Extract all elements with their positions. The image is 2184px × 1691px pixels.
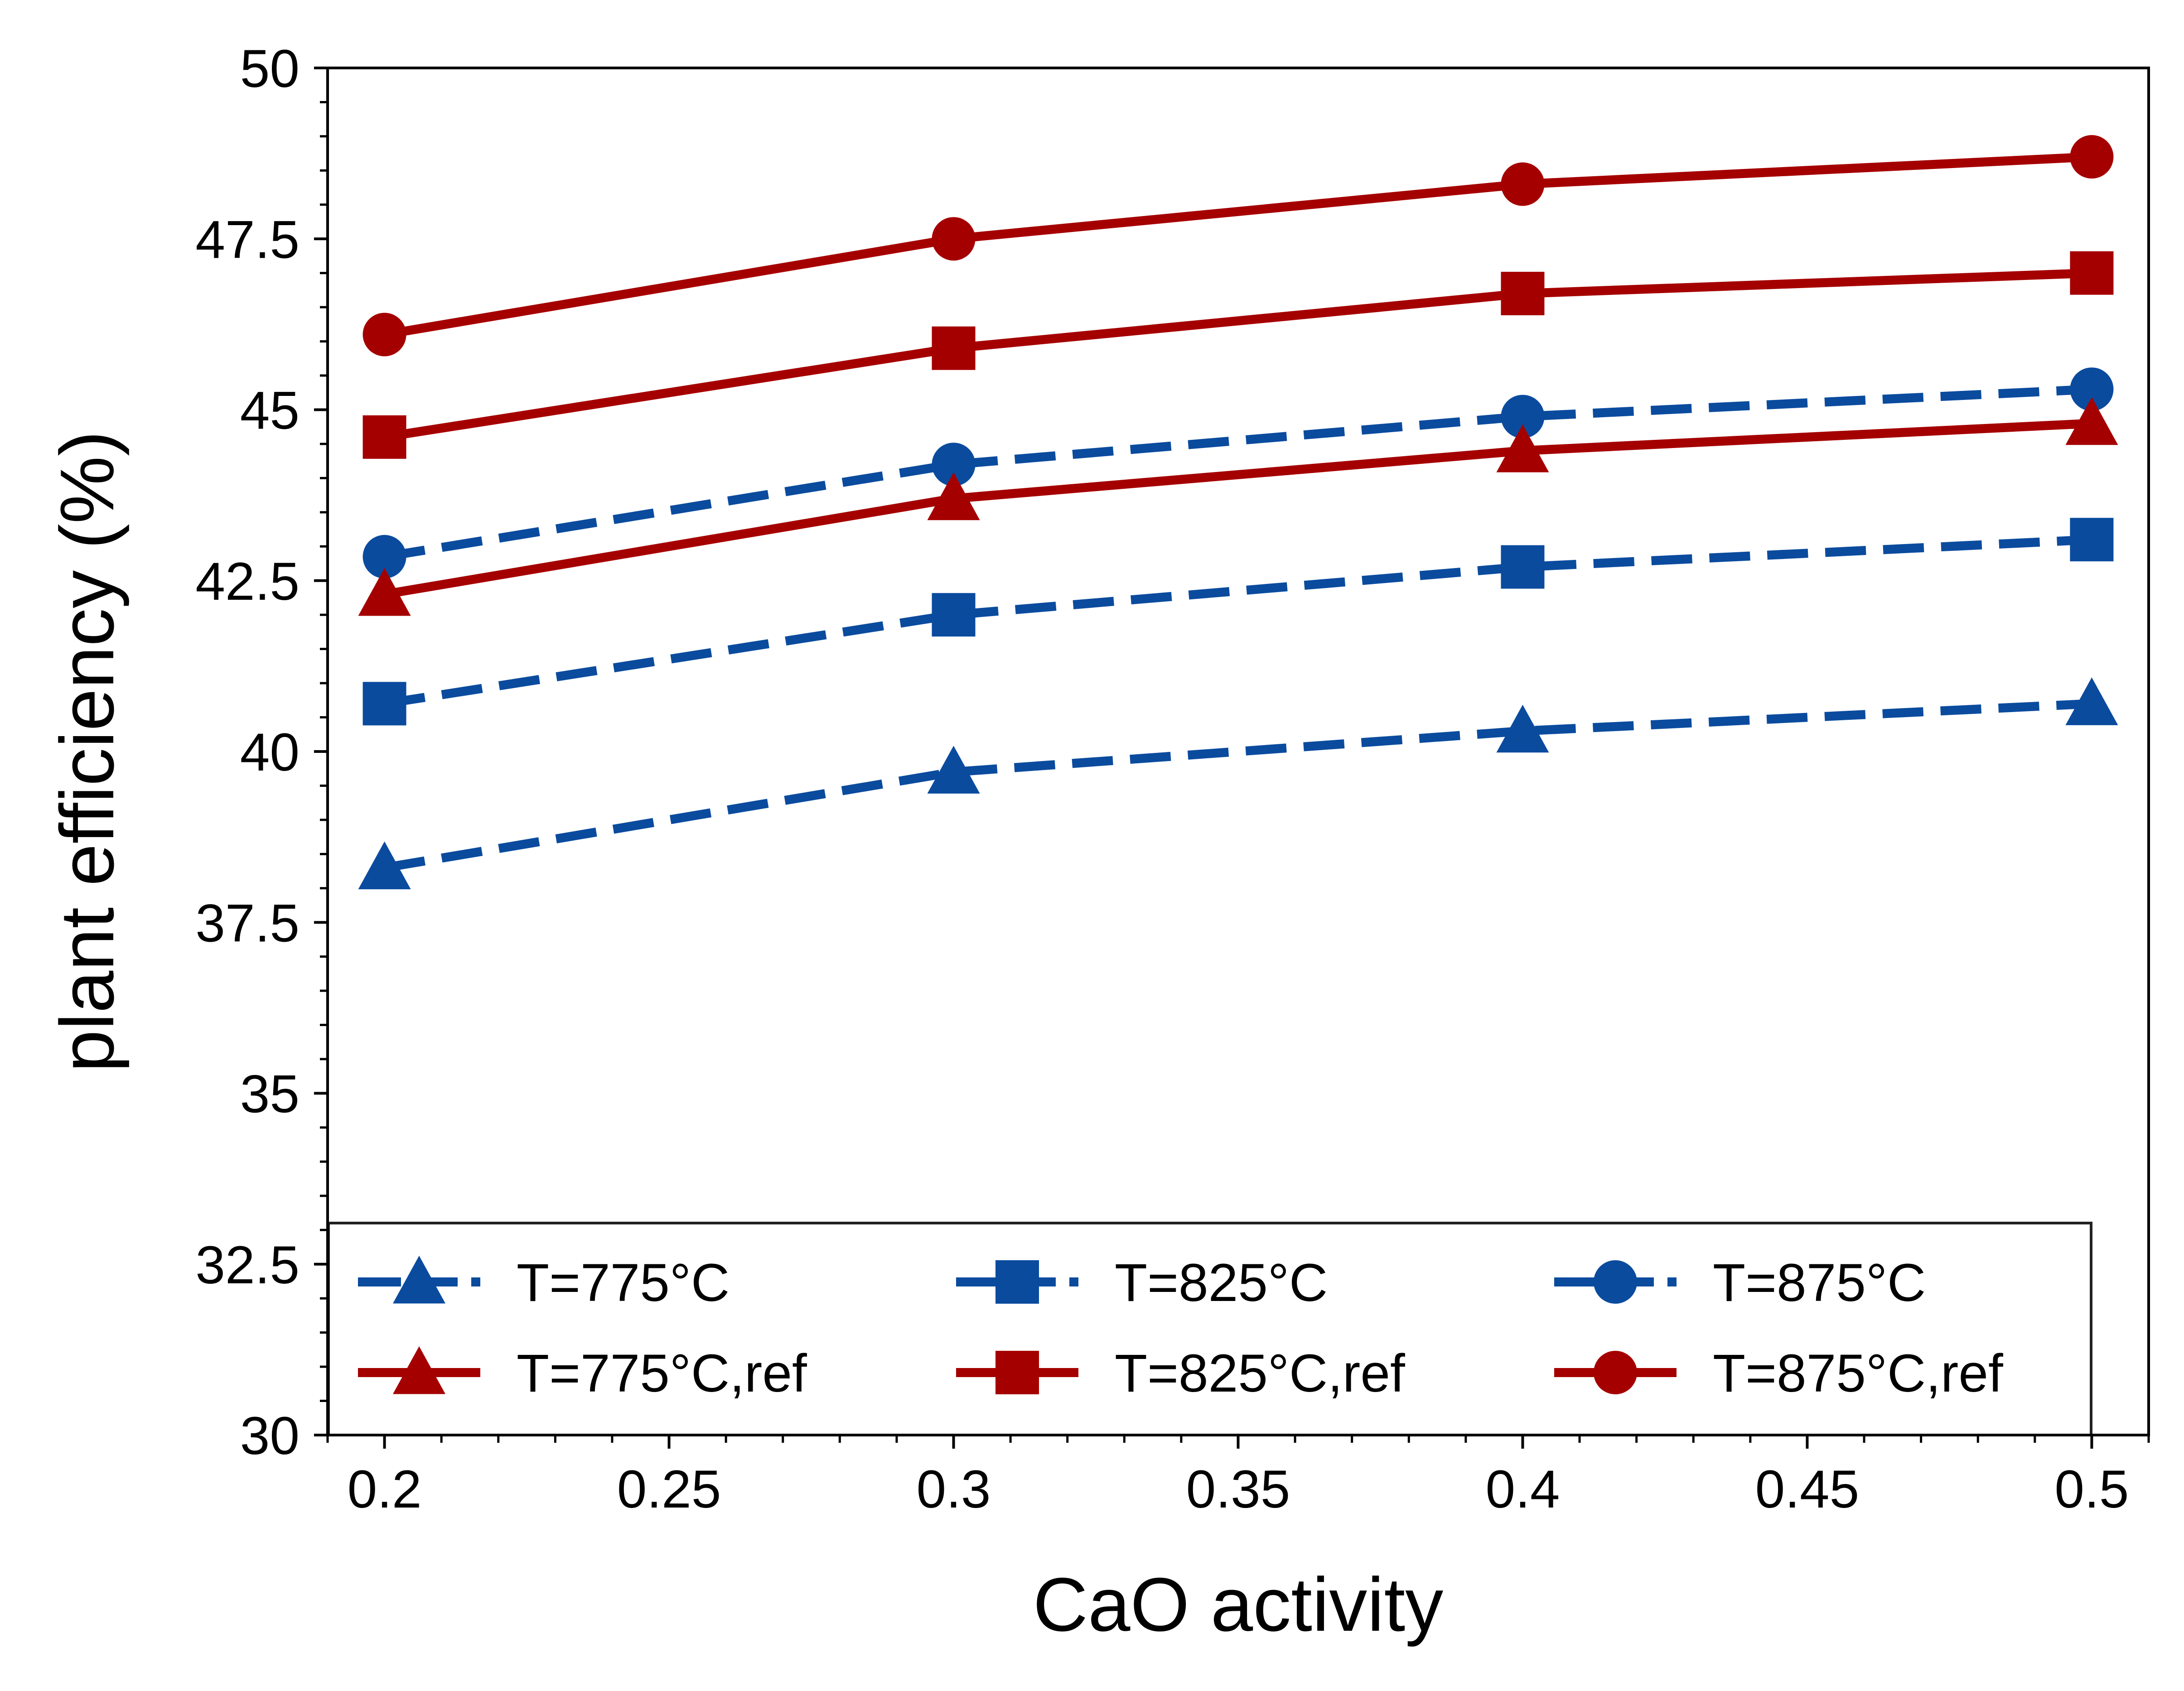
legend-label: T=875°C: [1713, 1253, 1926, 1313]
y-tick-label: 32.5: [195, 1235, 300, 1295]
data-point-triangle: [358, 568, 411, 616]
data-point-triangle: [2065, 677, 2118, 725]
data-point-square: [1501, 545, 1545, 589]
axis-ticks: 0.2 0.25 0.3 0.35 0.4 0.45 0.5 30 32.5 35 37.5 40 42…: [195, 39, 2150, 1519]
legend-item-5: T=875°C,ref: [1554, 1344, 2003, 1403]
series-2: [362, 367, 2114, 578]
data-point-triangle: [1496, 424, 1549, 472]
y-tick-label: 40: [240, 723, 300, 782]
data-point-triangle: [2065, 397, 2118, 445]
legend-item-0: T=775°C: [358, 1253, 730, 1313]
x-tick-label: 0.35: [1186, 1460, 1290, 1519]
legend-swatch-circle: [1594, 1351, 1637, 1394]
legend-label: T=875°C,ref: [1713, 1344, 2003, 1403]
data-point-square: [1501, 271, 1545, 315]
legend-label: T=775°C,ref: [517, 1344, 807, 1403]
data-point-triangle: [927, 472, 980, 520]
series-line: [383, 152, 2092, 339]
series-5: [362, 135, 2114, 357]
legend-item-3: T=775°C,ref: [358, 1344, 807, 1403]
series-line: [384, 535, 2092, 708]
legend-swatch-square: [995, 1260, 1039, 1304]
data-point-square: [362, 682, 406, 726]
data-point-circle: [362, 313, 406, 357]
x-tick-label: 0.25: [617, 1460, 721, 1519]
legend-label: T=825°C: [1115, 1253, 1328, 1313]
y-tick-label: 35: [240, 1065, 300, 1124]
data-point-triangle: [1496, 704, 1549, 753]
x-tick-label: 0.3: [917, 1460, 991, 1519]
legend-label: T=825°C,ref: [1115, 1344, 1405, 1403]
series-1: [362, 518, 2114, 726]
series-4: [362, 251, 2114, 459]
data-point-circle: [932, 217, 976, 261]
data-point-triangle: [927, 746, 980, 794]
plot-frame: [326, 67, 2150, 1436]
data-point-circle: [2070, 367, 2114, 411]
data-point-square: [362, 415, 406, 459]
series-group: [358, 135, 2118, 890]
legend-item-2: T=875°C: [1554, 1253, 1926, 1313]
y-tick-label: 45: [240, 381, 300, 441]
data-point-square: [2070, 518, 2114, 562]
legend-label: T=775°C: [517, 1253, 730, 1313]
series-line: [383, 419, 2092, 599]
y-tick-label: 30: [240, 1406, 300, 1466]
y-tick-label: 42.5: [195, 552, 300, 612]
series-line: [383, 699, 2092, 872]
series-0: [358, 677, 2118, 890]
x-axis-title: CaO activity: [1033, 1562, 1444, 1647]
series-line: [383, 385, 2092, 561]
data-point-circle: [1501, 162, 1545, 206]
legend-swatch-triangle: [393, 1346, 445, 1394]
legend-item-4: T=825°C,ref: [956, 1344, 1405, 1403]
data-point-square: [2070, 251, 2114, 295]
data-point-square: [932, 593, 976, 637]
legend-item-1: T=825°C: [956, 1253, 1328, 1313]
y-tick-label: 50: [240, 39, 300, 99]
data-point-circle: [362, 535, 406, 578]
x-tick-label: 0.5: [2054, 1460, 2129, 1519]
data-point-circle: [1501, 395, 1545, 438]
data-point-square: [932, 326, 976, 370]
legend-swatch-square: [995, 1351, 1039, 1394]
data-point-circle: [932, 443, 976, 487]
x-tick-label: 0.45: [1755, 1460, 1860, 1519]
legend-swatch-circle: [1594, 1260, 1637, 1304]
x-tick-label: 0.2: [348, 1460, 422, 1519]
legend-swatch-triangle: [393, 1256, 445, 1304]
y-tick-label: 37.5: [195, 893, 300, 953]
series-3: [358, 397, 2118, 616]
y-axis-title: plant efficiency (%): [44, 431, 130, 1072]
data-point-triangle: [358, 841, 411, 890]
data-point-circle: [2070, 135, 2114, 179]
legend: T=775°C T=825°C T=875°C T=775°C,ref T=825°C,…: [327, 1222, 2092, 1436]
series-line: [384, 268, 2092, 442]
y-tick-label: 47.5: [195, 210, 300, 270]
x-tick-label: 0.4: [1485, 1460, 1560, 1519]
